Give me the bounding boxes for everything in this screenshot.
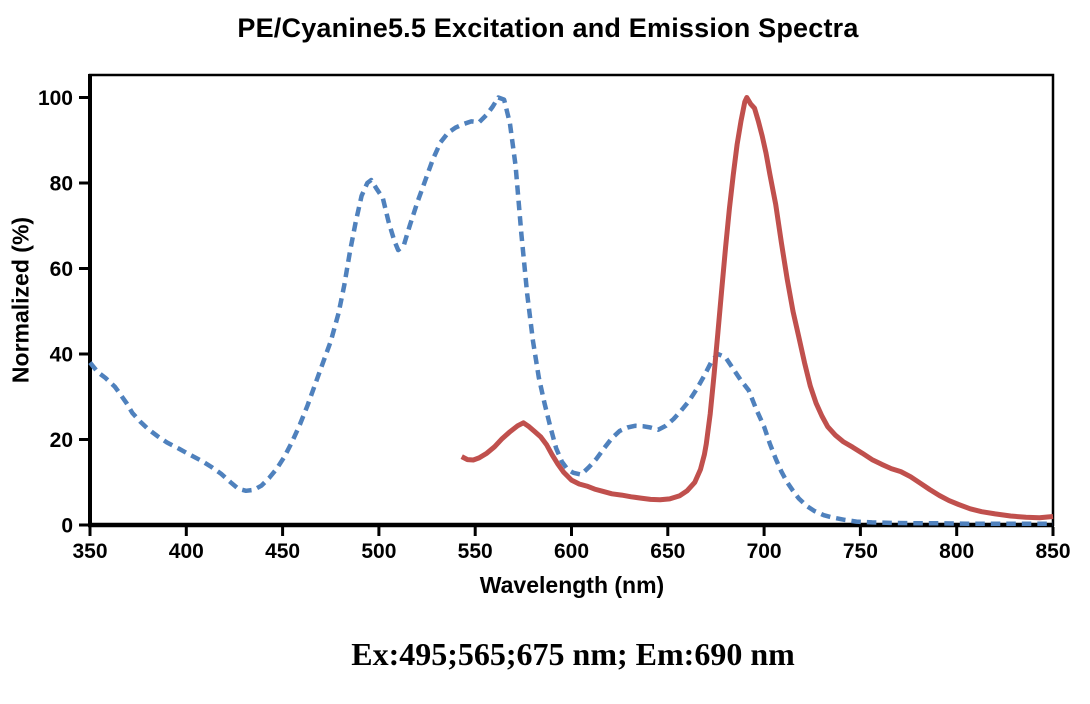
x-axis-tick-label: 450	[265, 540, 300, 563]
x-axis-tick-label: 500	[361, 540, 396, 563]
x-axis-title: Wavelength (nm)	[479, 572, 665, 598]
x-axis-tick-label: 750	[843, 540, 878, 563]
x-axis-tick-label: 650	[650, 540, 685, 563]
y-axis-tick-label: 0	[61, 515, 73, 538]
y-axis-title: Normalized (%)	[7, 216, 34, 384]
x-axis-tick-label: 700	[747, 540, 782, 563]
x-axis-tick-label: 350	[72, 540, 107, 563]
excitation-curve	[88, 95, 1053, 526]
x-axis-tick-label: 550	[458, 540, 493, 563]
emission-curve	[460, 95, 1054, 521]
filter-annotation: Ex:495;565;675 nm; Em:690 nm	[351, 636, 795, 672]
y-axis-tick-label: 60	[50, 258, 73, 281]
x-axis-tick-label: 800	[939, 540, 974, 563]
y-axis-tick-label: 20	[50, 429, 73, 452]
plot-border	[88, 73, 1055, 527]
y-axis-tick-label: 80	[50, 173, 73, 196]
y-axis-tick-label: 40	[50, 344, 73, 367]
x-axis-tick-label: 850	[1035, 540, 1070, 563]
chart-title: PE/Cyanine5.5 Excitation and Emission Sp…	[237, 13, 859, 43]
spectra-chart: 350 400 450 500 550 600 650 700 750 800 850 0 20 40 60…	[38, 73, 1071, 563]
x-axis-tick-label: 400	[169, 540, 204, 563]
y-axis-tick-label: 100	[38, 87, 73, 110]
x-axis-tick-label: 600	[554, 540, 589, 563]
